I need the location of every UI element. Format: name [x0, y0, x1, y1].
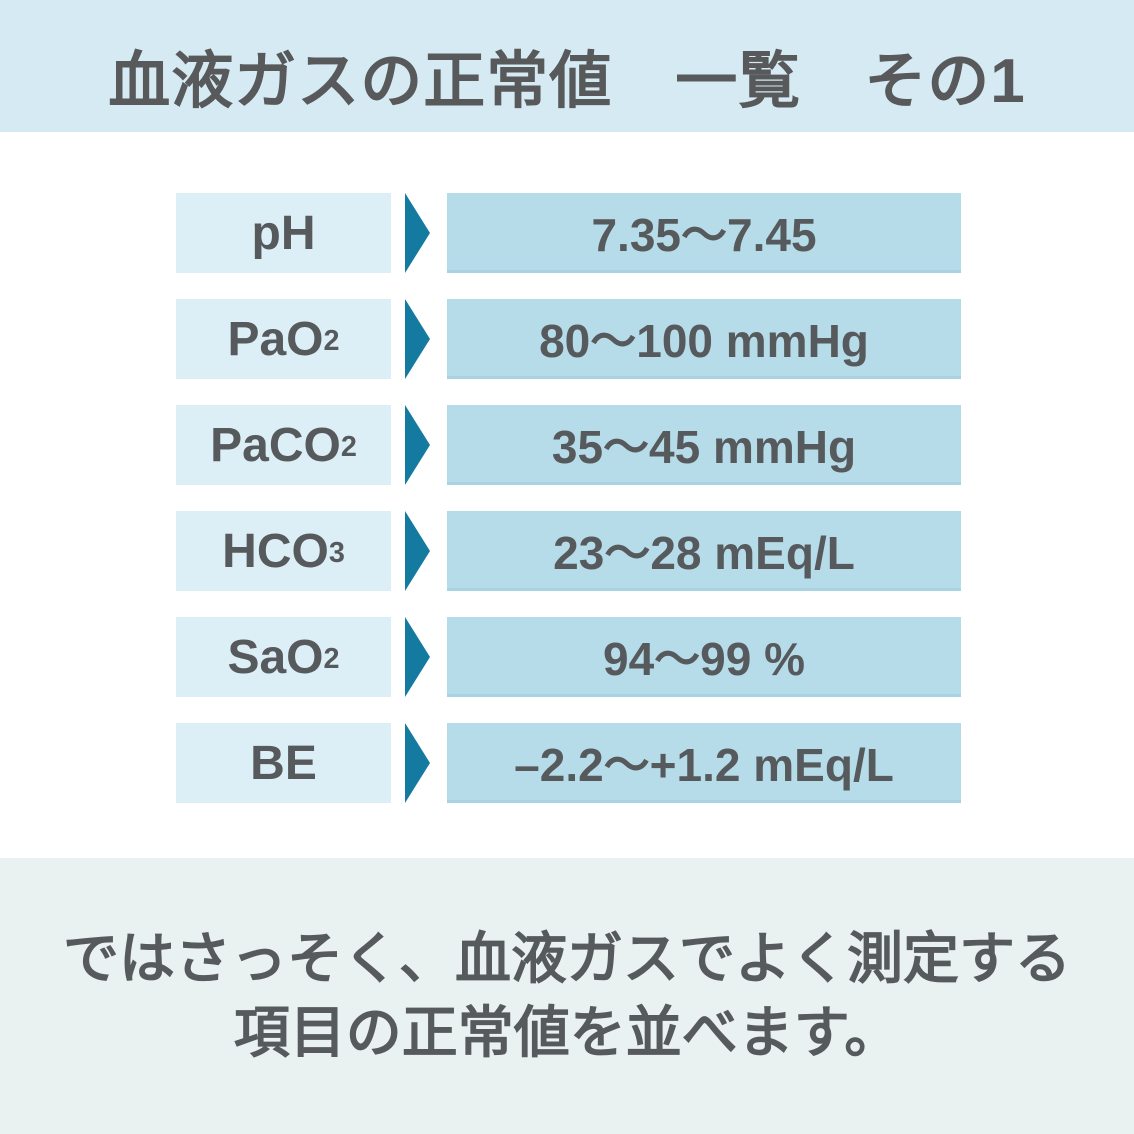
- parameter-name: SaO: [227, 630, 324, 684]
- parameter-label-box: pH: [176, 193, 391, 273]
- normal-range-value: 35〜45 mmHg: [551, 420, 857, 473]
- parameter-name: PaCO: [210, 418, 341, 472]
- parameter-label-box: PaO 2: [176, 299, 391, 379]
- arrow-right-icon: [405, 405, 430, 485]
- parameter-subscript: 2: [323, 325, 340, 358]
- normal-range-box: 94〜99 %: [447, 617, 961, 697]
- table-row: pH 7.35〜7.45: [176, 193, 961, 273]
- normal-range-value: 23〜28 mEq/L: [553, 526, 855, 579]
- table-row: PaO 2 80〜100 mmHg: [176, 299, 961, 379]
- arrow-right-icon: [405, 723, 430, 803]
- parameter-label-box: BE: [176, 723, 391, 803]
- table-row: SaO 2 94〜99 %: [176, 617, 961, 697]
- footer-band: ではさっそく、血液ガスでよく測定する 項目の正常値を並べます。: [0, 858, 1134, 1134]
- normal-range-value: –2.2〜+1.2 mEq/L: [514, 738, 894, 791]
- parameter-subscript: 3: [328, 537, 345, 570]
- normal-range-value: 94〜99 %: [602, 632, 805, 685]
- parameter-name: PaO: [227, 312, 324, 366]
- arrow-right-icon: [405, 193, 430, 273]
- parameter-name: pH: [251, 206, 316, 260]
- footer-text-line1: ではさっそく、血液ガスでよく測定する: [63, 926, 1071, 990]
- arrow-right-icon: [405, 511, 430, 591]
- normal-range-value: 7.35〜7.45: [591, 208, 817, 261]
- normal-range-value: 80〜100 mmHg: [539, 314, 869, 367]
- parameter-name: HCO: [222, 524, 329, 578]
- parameter-name: BE: [250, 736, 317, 790]
- arrow-right-icon: [405, 617, 430, 697]
- normal-range-box: 23〜28 mEq/L: [447, 511, 961, 591]
- arrow-right-icon: [405, 299, 430, 379]
- header-band: 血液ガスの正常値 一覧 その1: [0, 0, 1134, 132]
- table-row: BE –2.2〜+1.2 mEq/L: [176, 723, 961, 803]
- normal-range-box: 35〜45 mmHg: [447, 405, 961, 485]
- parameter-label-box: SaO 2: [176, 617, 391, 697]
- normal-range-box: 80〜100 mmHg: [447, 299, 961, 379]
- parameter-subscript: 2: [323, 643, 340, 676]
- table-row: HCO 3 23〜28 mEq/L: [176, 511, 961, 591]
- page-title: 血液ガスの正常値 一覧 その1: [108, 47, 1026, 116]
- parameter-subscript: 2: [340, 431, 357, 464]
- normal-range-box: 7.35〜7.45: [447, 193, 961, 273]
- blood-gas-table: pH 7.35〜7.45 PaO 2 80〜100 mmHg PaCO 2 35〜4…: [176, 193, 961, 829]
- footer-text-line2: 項目の正常値を並べます。: [233, 1001, 901, 1064]
- parameter-label-box: PaCO 2: [176, 405, 391, 485]
- parameter-label-box: HCO 3: [176, 511, 391, 591]
- table-row: PaCO 2 35〜45 mmHg: [176, 405, 961, 485]
- normal-range-box: –2.2〜+1.2 mEq/L: [447, 723, 961, 803]
